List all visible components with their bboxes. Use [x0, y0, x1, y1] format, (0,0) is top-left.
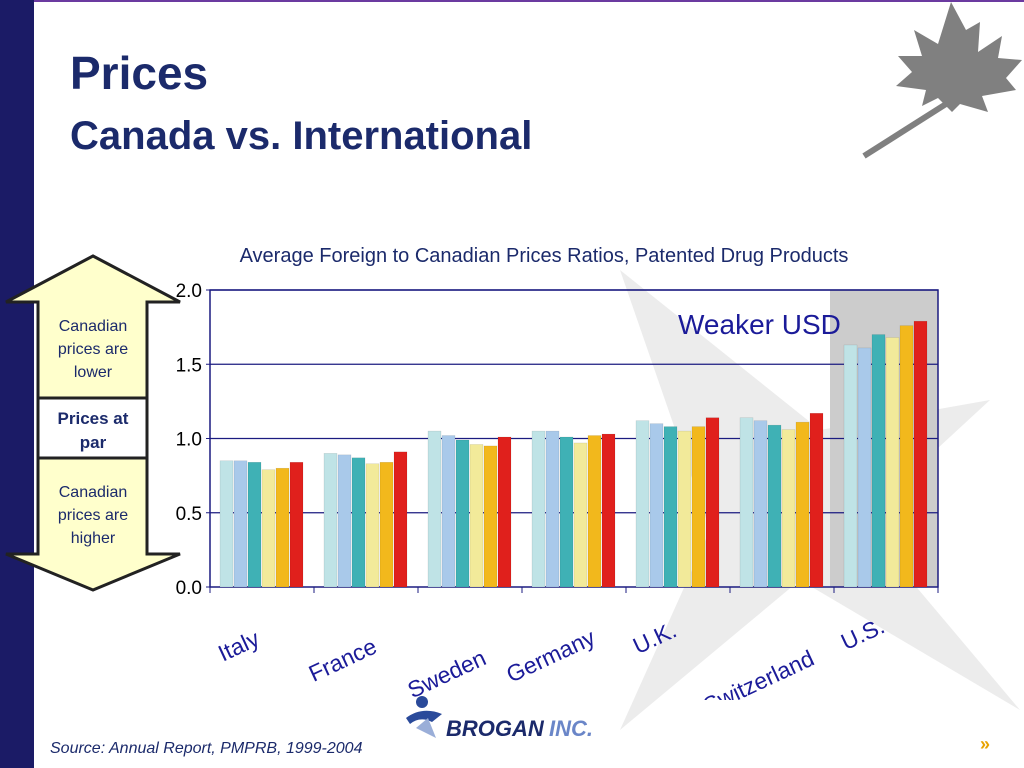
logo-brand-text: BROGAN	[446, 716, 545, 741]
bar	[393, 451, 408, 588]
bar	[601, 433, 616, 588]
bar	[219, 460, 234, 588]
page-title: Prices	[70, 47, 209, 99]
next-slide-button[interactable]: »	[980, 734, 991, 754]
price-comparison-double-arrow	[5, 254, 181, 592]
bar	[871, 334, 886, 588]
bar	[809, 413, 824, 588]
x-category-label: Switzerland	[699, 645, 818, 700]
bar	[323, 453, 338, 588]
bar	[261, 469, 276, 588]
bar	[677, 430, 692, 588]
x-category-label: France	[305, 633, 381, 687]
bar	[795, 421, 810, 588]
y-tick-label: 0.5	[176, 504, 202, 525]
bar	[559, 436, 574, 588]
bar	[337, 454, 352, 588]
slide-top-line	[34, 0, 1024, 2]
arrow-bottom-label: Canadian prices are higher	[57, 484, 129, 547]
bar	[545, 430, 560, 588]
bar	[379, 462, 394, 588]
y-tick-label: 1.5	[176, 355, 202, 376]
arrow-top-label: Canadian prices are lower	[57, 318, 129, 381]
x-category-label: Germany	[502, 624, 599, 688]
x-category-label: U.S.	[837, 613, 889, 655]
bar	[753, 420, 768, 588]
bar	[691, 426, 706, 588]
bar	[913, 320, 928, 588]
chart-annotation: Weaker USD	[678, 309, 841, 340]
bar	[899, 325, 914, 588]
bar	[441, 435, 456, 588]
bar	[885, 337, 900, 588]
maple-leaf-icon	[862, 2, 1022, 159]
bar	[739, 417, 754, 588]
bar	[247, 462, 262, 588]
bar	[635, 420, 650, 588]
bar	[275, 467, 290, 588]
bar	[233, 460, 248, 588]
bar	[767, 424, 782, 588]
chart-title: Average Foreign to Canadian Prices Ratio…	[240, 245, 849, 267]
source-note: Source: Annual Report, PMPRB, 1999-2004	[50, 740, 363, 757]
bar	[705, 417, 720, 588]
y-tick-label: 0.0	[176, 578, 202, 599]
bar	[857, 347, 872, 588]
arrow-middle-label: Prices at par	[57, 409, 129, 452]
x-category-label: Italy	[214, 625, 264, 667]
bar	[351, 457, 366, 588]
brogan-inc-logo: BROGAN INC.	[406, 696, 593, 741]
slide-side-bar	[0, 0, 34, 768]
page-subtitle: Canada vs. International	[70, 114, 533, 158]
y-tick-label: 2.0	[176, 281, 202, 302]
price-ratio-bar-chart: Average Foreign to Canadian Prices Ratio…	[176, 245, 939, 700]
bar	[663, 426, 678, 588]
bar	[573, 442, 588, 588]
bar	[427, 430, 442, 588]
bar	[587, 435, 602, 588]
bar	[483, 445, 498, 588]
bar	[531, 430, 546, 588]
bar	[469, 444, 484, 588]
x-category-label: U.K.	[629, 617, 681, 659]
bar	[781, 429, 796, 588]
bar	[365, 463, 380, 588]
bar	[289, 462, 304, 588]
bar	[497, 436, 512, 588]
logo-suffix-text: INC.	[549, 716, 593, 741]
y-tick-label: 1.0	[176, 430, 202, 451]
bar	[843, 344, 858, 588]
bar	[455, 439, 470, 588]
bar	[649, 423, 664, 588]
